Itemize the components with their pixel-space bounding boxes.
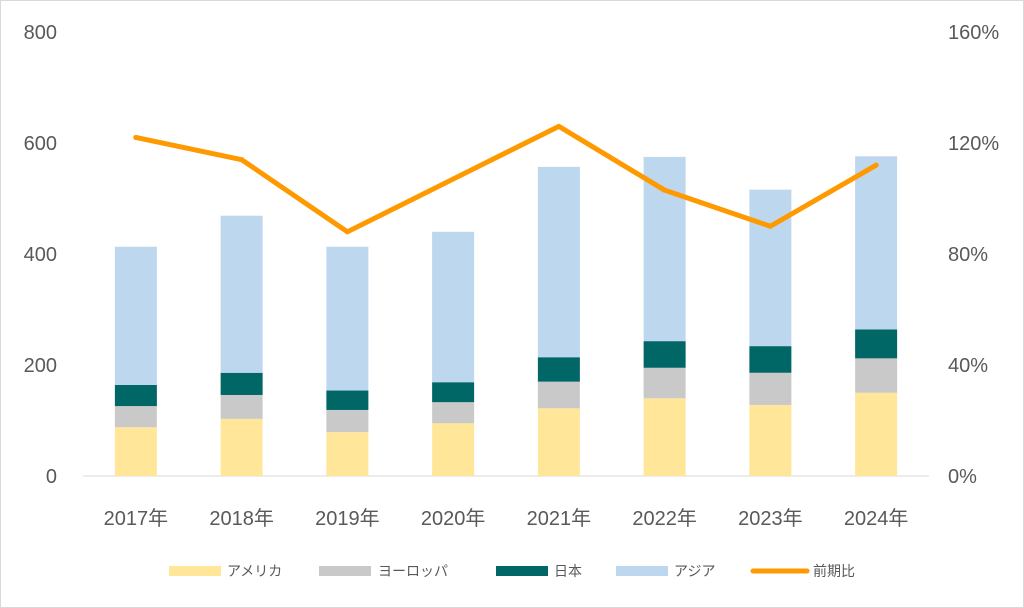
line-point xyxy=(662,187,668,193)
right-axis: 0% 40% 80% 120% 160% xyxy=(948,22,999,488)
left-tick-label: 600 xyxy=(24,133,57,155)
bar-segment xyxy=(643,398,686,476)
bar-segment xyxy=(114,246,157,385)
right-tick-label: 0% xyxy=(948,466,977,488)
left-tick-label: 0 xyxy=(46,466,57,488)
line-point xyxy=(344,229,350,235)
bar-segment xyxy=(220,372,263,395)
line-path xyxy=(133,123,879,235)
bar-segment xyxy=(855,392,898,476)
bar-segment xyxy=(749,372,792,405)
bar-segment xyxy=(643,341,686,368)
line-series xyxy=(133,123,879,235)
bar-segment xyxy=(326,246,369,391)
x-axis: 2017年 2018年 2019年 2020年 2021年 2022年 2023年 2024年 xyxy=(104,507,909,530)
legend-swatch xyxy=(496,566,548,576)
left-tick-label: 200 xyxy=(24,355,57,377)
bar-segment xyxy=(114,406,157,428)
x-tick-label: 2021年 xyxy=(527,507,592,530)
bar-segment xyxy=(432,382,475,403)
legend-label: 前期比 xyxy=(813,563,855,580)
bar-segment xyxy=(432,402,475,424)
legend-swatch xyxy=(319,566,371,576)
bar-segment xyxy=(220,215,263,373)
right-tick-label: 80% xyxy=(948,244,988,266)
bar-segment xyxy=(220,418,263,476)
line-point xyxy=(133,134,139,140)
x-tick-label: 2018年 xyxy=(209,507,274,530)
line-point xyxy=(239,157,245,163)
bar-segment xyxy=(643,156,686,342)
bar-segment xyxy=(114,427,157,476)
line-point xyxy=(767,223,773,229)
bar-segment xyxy=(537,408,580,476)
bar-segment xyxy=(749,404,792,476)
legend-label: ヨーロッパ xyxy=(378,564,448,580)
bar-segment xyxy=(855,329,898,359)
legend-label: 日本 xyxy=(554,564,582,580)
legend-label: アジア xyxy=(674,564,715,580)
left-tick-label: 800 xyxy=(24,22,57,44)
x-tick-label: 2017年 xyxy=(104,507,169,530)
right-tick-label: 40% xyxy=(948,355,988,377)
x-tick-label: 2020年 xyxy=(421,507,486,530)
bar-segment xyxy=(537,381,580,409)
bar-segment xyxy=(432,231,475,383)
x-tick-label: 2022年 xyxy=(632,507,697,530)
right-tick-label: 160% xyxy=(948,22,999,44)
bar-segment xyxy=(537,357,580,382)
left-tick-label: 400 xyxy=(24,244,57,266)
bar-segment xyxy=(855,156,898,330)
bar-segment xyxy=(749,346,792,373)
legend-swatch xyxy=(169,566,221,576)
bar-segment xyxy=(326,390,369,410)
bar-segment xyxy=(643,367,686,399)
line-point xyxy=(873,162,879,168)
legend-label: アメリカ xyxy=(227,564,282,580)
bar-segment xyxy=(537,166,580,358)
bar-segment xyxy=(855,358,898,393)
bar-series xyxy=(114,156,898,476)
x-tick-label: 2019年 xyxy=(315,507,380,530)
line-point xyxy=(450,176,456,182)
right-tick-label: 120% xyxy=(948,133,999,155)
bar-segment xyxy=(220,394,263,419)
legend: アメリカ ヨーロッパ 日本 アジア 前期比 xyxy=(169,563,855,580)
bar-segment xyxy=(432,423,475,476)
x-tick-label: 2023年 xyxy=(738,507,803,530)
x-tick-label: 2024年 xyxy=(844,507,909,530)
line-point xyxy=(556,123,562,129)
bar-segment xyxy=(326,409,369,433)
left-axis: 0 200 400 600 800 xyxy=(24,22,57,488)
bar-segment xyxy=(749,189,792,347)
bar-segment xyxy=(114,384,157,407)
bar-segment xyxy=(326,432,369,476)
legend-swatch xyxy=(616,566,668,576)
